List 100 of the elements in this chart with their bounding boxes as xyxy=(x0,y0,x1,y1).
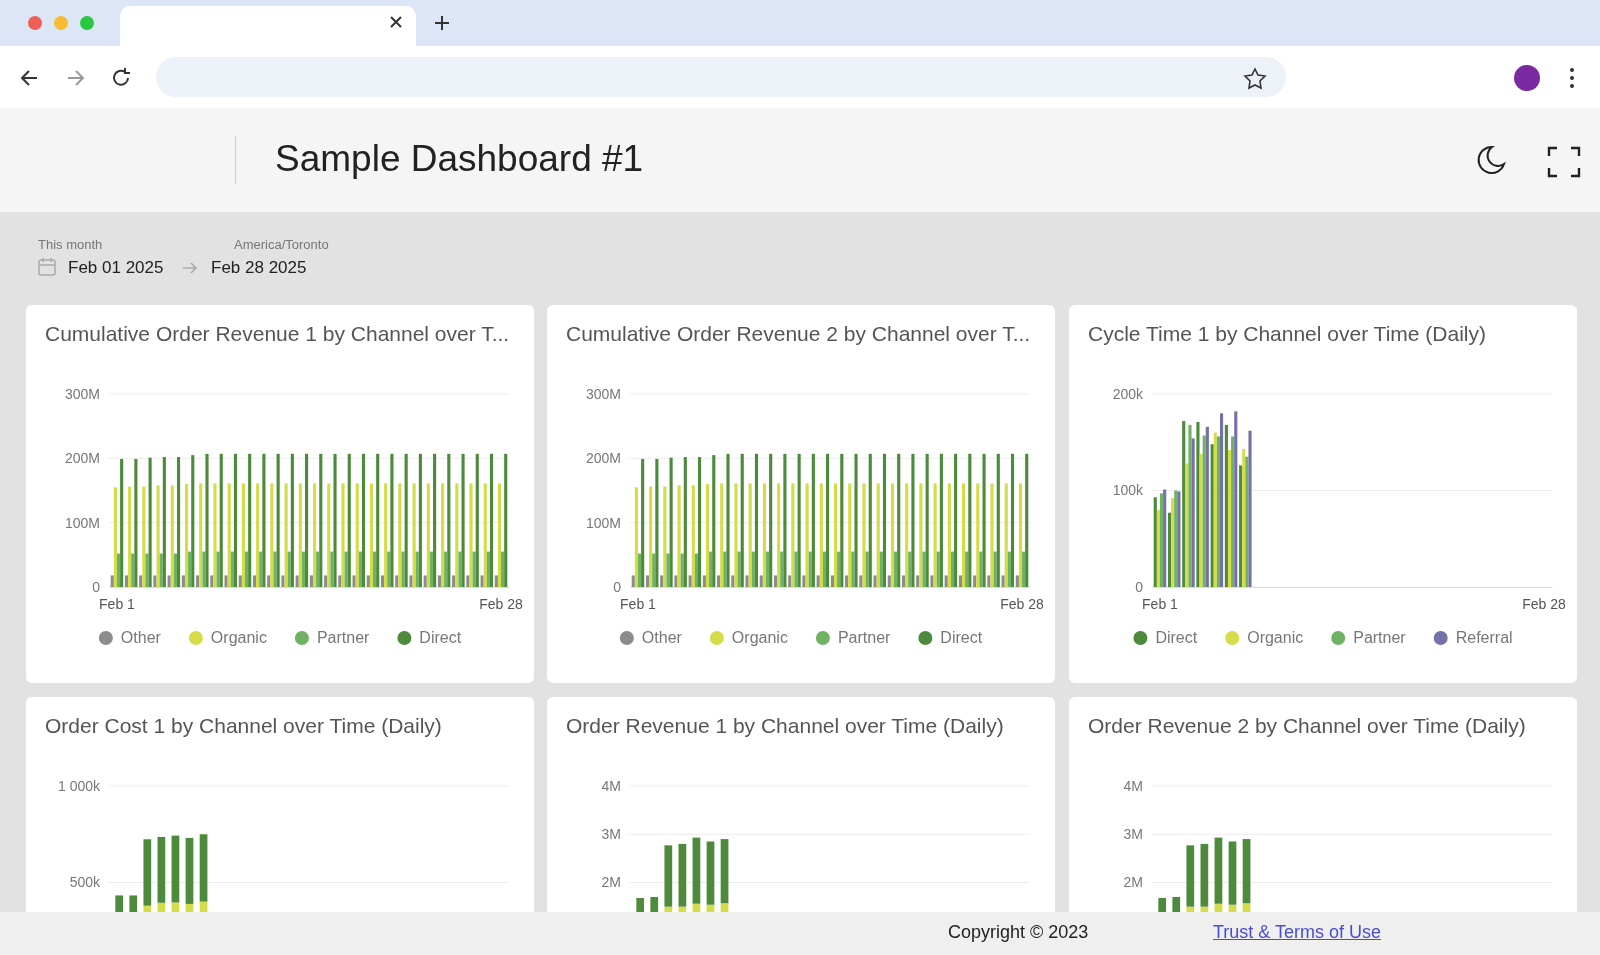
bar xyxy=(645,575,650,587)
bar xyxy=(631,575,635,587)
bar xyxy=(759,575,763,587)
legend-label: Organic xyxy=(1247,629,1304,646)
bar xyxy=(287,551,291,587)
y-tick-label: 200M xyxy=(585,450,621,467)
bar xyxy=(819,483,823,587)
bar xyxy=(854,453,858,587)
bar xyxy=(737,551,741,587)
bar xyxy=(295,575,299,587)
bar xyxy=(480,575,484,587)
text: Feb 01 2025 xyxy=(68,258,164,278)
bar xyxy=(216,551,220,587)
bar xyxy=(1245,456,1249,587)
y-tick-label: 3M xyxy=(1123,826,1143,843)
bar xyxy=(1167,512,1172,587)
bar xyxy=(1242,449,1246,587)
bar xyxy=(919,483,923,587)
bar xyxy=(950,551,955,587)
bar xyxy=(227,483,231,587)
bar xyxy=(433,453,437,587)
bar xyxy=(797,453,801,587)
x-tick-label: Feb 28 xyxy=(479,595,524,612)
bar xyxy=(1202,435,1206,587)
bar xyxy=(1188,424,1192,587)
bar xyxy=(677,485,681,587)
bar xyxy=(184,484,189,587)
bar xyxy=(717,575,721,587)
bar xyxy=(709,551,713,587)
bar xyxy=(409,575,413,587)
bar xyxy=(159,553,163,587)
bar xyxy=(751,551,755,587)
bar xyxy=(996,453,1000,587)
bar xyxy=(412,483,416,587)
bar xyxy=(472,551,476,587)
bar xyxy=(933,483,937,587)
bar xyxy=(783,453,787,587)
bar xyxy=(466,575,470,587)
y-tick-label: 200k xyxy=(1112,385,1144,402)
bar xyxy=(745,575,749,587)
bar xyxy=(694,553,698,587)
bar xyxy=(1199,453,1203,587)
y-tick-label: 300M xyxy=(585,385,621,402)
bar xyxy=(1010,453,1015,587)
bar xyxy=(1171,498,1175,587)
bar xyxy=(355,483,359,587)
bar xyxy=(641,458,645,587)
bar xyxy=(347,453,351,587)
bar xyxy=(930,575,934,587)
bar xyxy=(1159,493,1164,587)
bar xyxy=(862,483,866,587)
legend-label: Direct xyxy=(940,629,983,646)
bar xyxy=(338,575,342,587)
bar xyxy=(423,575,427,587)
y-tick-label: 300M xyxy=(64,385,100,402)
legend-label: Referral xyxy=(1455,629,1513,646)
bar xyxy=(489,453,494,587)
bar xyxy=(987,575,991,587)
bar xyxy=(298,483,302,587)
bar xyxy=(702,575,706,587)
bar xyxy=(990,483,994,587)
bar xyxy=(762,483,766,587)
bar xyxy=(976,483,980,587)
bar xyxy=(267,575,271,587)
bar xyxy=(882,453,887,587)
bar xyxy=(1239,465,1243,587)
bar xyxy=(305,453,309,587)
bar xyxy=(390,453,394,587)
bar xyxy=(437,575,442,587)
bar xyxy=(124,575,129,587)
bar xyxy=(1022,551,1026,587)
bar xyxy=(181,575,185,587)
legend-label: Other xyxy=(641,629,683,646)
text: America/Toronto xyxy=(234,237,329,252)
bar xyxy=(376,453,380,587)
bar xyxy=(833,483,838,587)
bar xyxy=(845,575,849,587)
bar xyxy=(777,483,781,587)
bar xyxy=(879,551,883,587)
bar xyxy=(740,453,744,587)
bar xyxy=(219,453,223,587)
bar xyxy=(822,551,827,587)
y-tick-label: 4M xyxy=(1123,777,1143,794)
bar xyxy=(1185,463,1189,587)
bar xyxy=(794,551,798,587)
y-tick-label: 0 xyxy=(1135,578,1144,595)
bar xyxy=(441,483,445,587)
bar xyxy=(848,483,852,587)
bar xyxy=(366,575,370,587)
x-tick-label: Feb 28 xyxy=(1522,595,1567,612)
bar xyxy=(113,487,117,587)
bar xyxy=(840,453,844,587)
chart-title: Cycle Time 1 by Channel over Time (Daily) xyxy=(1088,322,1486,346)
bar xyxy=(979,551,983,587)
bar xyxy=(134,458,138,587)
legend-label: Partner xyxy=(316,629,371,646)
bar xyxy=(458,551,462,587)
y-tick-label: 2M xyxy=(601,874,621,891)
y-tick-label: 100M xyxy=(64,514,100,531)
bar xyxy=(1004,483,1008,587)
